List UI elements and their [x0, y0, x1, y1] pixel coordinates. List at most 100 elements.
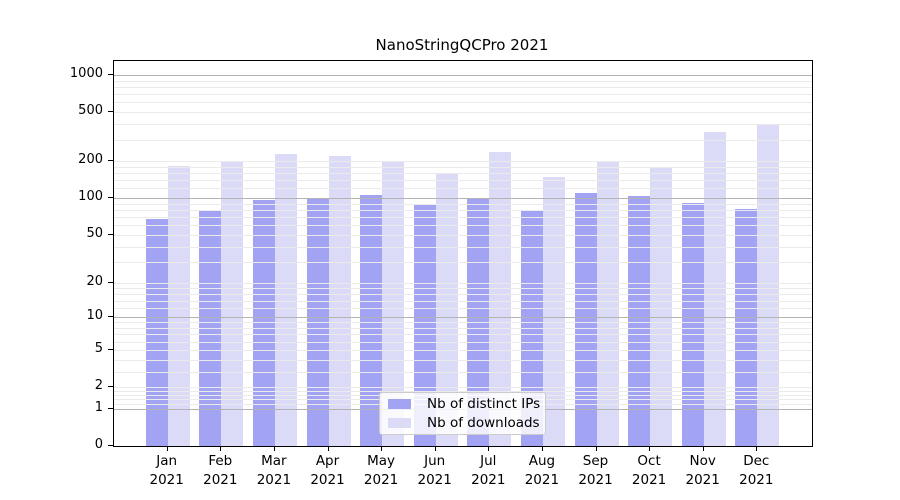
- gridline-minor: [114, 102, 812, 104]
- chart-title: NanoStringQCPro 2021: [375, 36, 549, 54]
- gridline-minor: [114, 94, 812, 96]
- bar-distinct-ips-dec: [735, 208, 758, 446]
- gridline-major: [114, 198, 812, 200]
- gridline-minor: [114, 328, 812, 329]
- legend-swatch-distinct-ips: [388, 399, 411, 409]
- gridline-minor: [114, 188, 812, 190]
- gridline-minor: [114, 308, 812, 310]
- gridline-minor: [114, 359, 812, 361]
- gridline-minor: [114, 161, 812, 163]
- x-tick-mark-jun: [434, 446, 436, 451]
- y-tick-label-500: 500: [78, 103, 103, 119]
- x-tick-label-jun: Jun 2021: [417, 453, 452, 488]
- gridline-minor: [114, 173, 812, 175]
- y-tick-mark: [108, 73, 113, 75]
- gridline-minor: [114, 112, 812, 114]
- x-tick-label-jan: Jan 2021: [149, 453, 184, 488]
- x-tick-label-apr: Apr 2021: [310, 453, 345, 488]
- x-tick-mark-apr: [327, 446, 329, 451]
- gridline-minor: [114, 246, 812, 248]
- x-tick-mark-jan: [166, 446, 168, 451]
- gridline-minor: [114, 287, 812, 289]
- gridline-minor: [114, 225, 812, 227]
- bar-downloads-feb: [221, 161, 244, 446]
- x-tick-mark-feb: [220, 446, 222, 451]
- legend-item-downloads: Nb of downloads: [388, 415, 545, 431]
- gridline-minor: [114, 217, 812, 219]
- legend: Nb of distinct IPs Nb of downloads: [379, 392, 546, 435]
- y-tick-mark: [108, 197, 113, 199]
- gridline-minor: [114, 234, 812, 236]
- x-tick-mark-nov: [702, 446, 704, 451]
- y-tick-label-100: 100: [78, 189, 103, 205]
- gridline-minor: [114, 387, 812, 388]
- bar-downloads-oct: [650, 167, 673, 446]
- bar-distinct-ips-nov: [681, 203, 704, 446]
- bar-distinct-ips-may: [360, 194, 383, 446]
- bar-downloads-aug: [542, 176, 565, 446]
- x-tick-label-oct: Oct 2021: [631, 453, 667, 488]
- y-tick-label-2: 2: [94, 378, 103, 393]
- legend-label-downloads: Nb of downloads: [427, 415, 540, 431]
- x-tick-label-nov: Nov 2021: [685, 453, 720, 488]
- y-tick-label-0: 0: [94, 437, 103, 452]
- bar-downloads-sep: [596, 162, 619, 446]
- x-tick-label-may: May 2021: [363, 453, 399, 488]
- y-tick-label-200: 200: [78, 152, 103, 168]
- bar-distinct-ips-oct: [628, 195, 651, 446]
- bar-distinct-ips-jul: [467, 198, 490, 446]
- bar-downloads-mar: [274, 154, 297, 446]
- y-tick-mark: [108, 316, 113, 318]
- gridline-minor: [114, 341, 812, 343]
- gridline-minor: [114, 371, 812, 373]
- bar-distinct-ips-sep: [574, 192, 597, 446]
- y-tick-label-5: 5: [94, 340, 103, 356]
- y-tick-label-1: 1: [94, 399, 103, 415]
- y-tick-mark: [108, 407, 113, 409]
- bar-downloads-jan: [167, 165, 190, 446]
- x-tick-mark-dec: [756, 446, 758, 451]
- gridline-minor: [114, 390, 812, 392]
- gridline-minor: [114, 300, 812, 302]
- gridline-minor: [114, 349, 812, 351]
- gridline-minor: [114, 334, 812, 336]
- x-tick-label-feb: Feb 2021: [203, 453, 238, 488]
- gridline-major: [114, 317, 812, 319]
- y-tick-label-50: 50: [86, 225, 103, 241]
- legend-item-distinct-ips: Nb of distinct IPs: [388, 396, 545, 412]
- gridline-minor: [114, 322, 812, 324]
- y-tick-label-1000: 1000: [69, 65, 103, 81]
- y-tick-mark: [108, 281, 113, 283]
- gridline-major: [114, 74, 812, 76]
- gridline-minor: [114, 180, 812, 182]
- x-tick-mark-aug: [541, 446, 543, 451]
- y-tick-mark: [108, 348, 113, 350]
- plot-area: [113, 60, 813, 447]
- x-tick-label-dec: Dec 2021: [739, 453, 774, 488]
- gridline-minor: [114, 293, 812, 295]
- legend-swatch-downloads: [388, 418, 411, 428]
- x-tick-mark-oct: [649, 446, 651, 451]
- x-tick-mark-may: [381, 446, 383, 451]
- bar-distinct-ips-jun: [413, 204, 436, 446]
- x-tick-label-sep: Sep 2021: [578, 453, 613, 488]
- bar-distinct-ips-jan: [145, 218, 168, 446]
- y-tick-mark: [108, 160, 113, 162]
- bar-downloads-jun: [435, 173, 458, 446]
- gridline-minor: [114, 139, 812, 141]
- x-tick-mark-jul: [488, 446, 490, 451]
- x-tick-label-aug: Aug 2021: [524, 453, 560, 488]
- y-tick-label-20: 20: [86, 273, 103, 289]
- gridline-minor: [114, 203, 812, 205]
- x-tick-label-mar: Mar 2021: [256, 453, 292, 488]
- gridline-minor: [114, 282, 812, 284]
- gridline-minor: [114, 261, 812, 263]
- x-tick-mark-mar: [273, 446, 275, 451]
- gridline-minor: [114, 166, 812, 168]
- y-tick-label-10: 10: [86, 308, 103, 324]
- gridline-minor: [114, 210, 812, 212]
- legend-label-distinct-ips: Nb of distinct IPs: [427, 396, 541, 412]
- gridline-minor: [114, 124, 812, 126]
- x-tick-mark-sep: [595, 446, 597, 451]
